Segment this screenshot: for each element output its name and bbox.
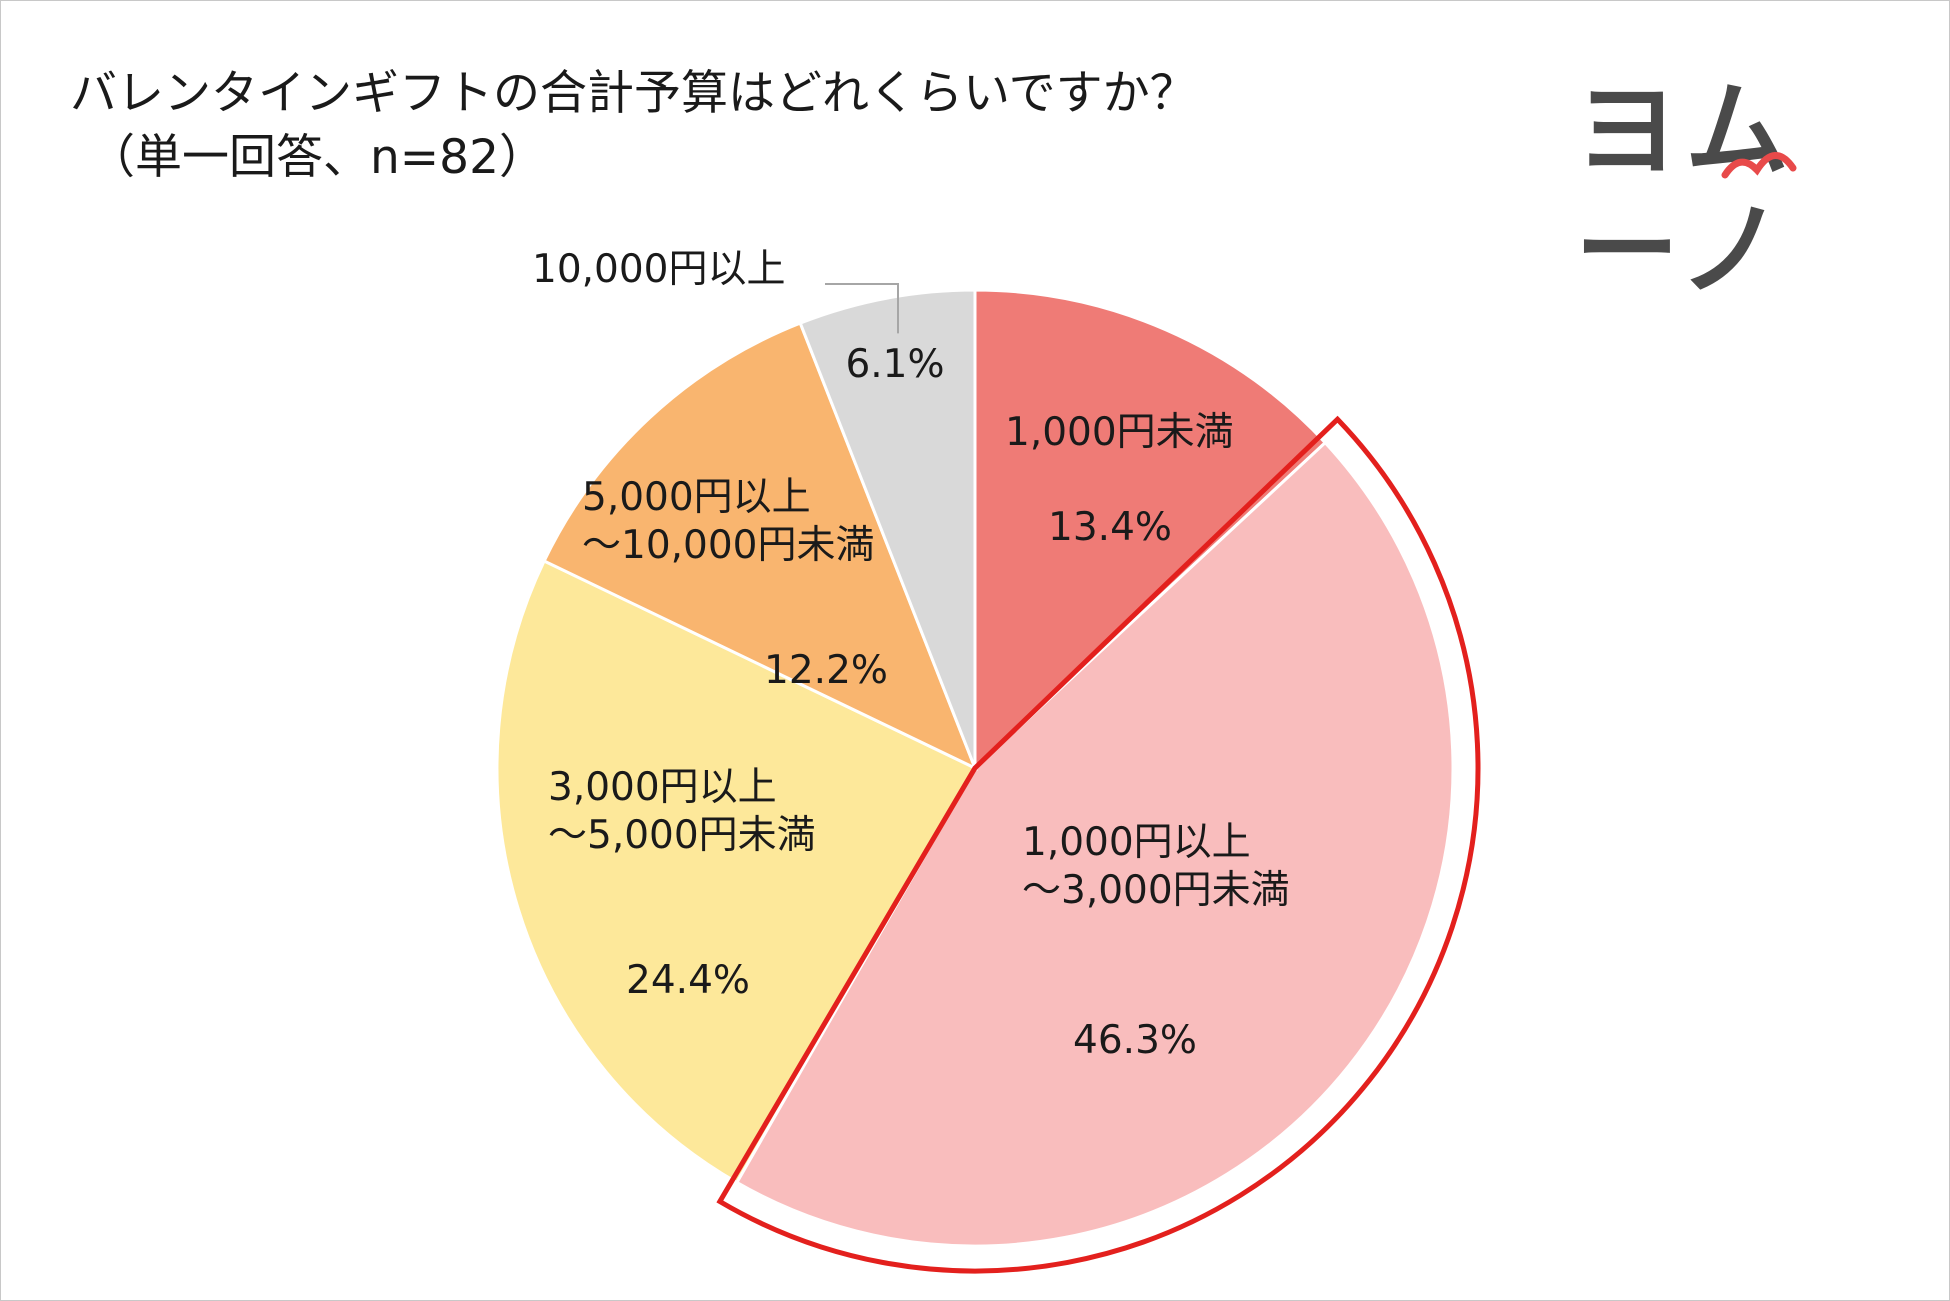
slice-label-line: 1,000円以上 bbox=[1022, 820, 1251, 865]
pie-slice-2 bbox=[734, 440, 1455, 1248]
slice-value-2: 46.3% bbox=[1073, 1018, 1197, 1063]
chart-title: バレンタインギフトの合計予算はどれくらいですか？ （単一回答、n=82） bbox=[70, 62, 1197, 190]
title-line-2: （単一回答、n=82） bbox=[88, 130, 546, 185]
slice-label-line: 5,000円以上 bbox=[582, 475, 811, 520]
pie-slice-3 bbox=[495, 558, 978, 1185]
slice-label-line: ～10,000円未満 bbox=[582, 523, 874, 568]
slice-label-line: 1,000円未満 bbox=[1005, 410, 1234, 455]
slice-value-1: 13.4% bbox=[1048, 505, 1172, 550]
brand-logo: ヨムーノ bbox=[1575, 70, 1875, 310]
slice-label-line: 10,000円以上 bbox=[532, 247, 785, 292]
slice-label-5: 10,000円以上 bbox=[532, 247, 785, 292]
title-line-1: バレンタインギフトの合計予算はどれくらいですか？ bbox=[70, 66, 1197, 121]
slice-label-1: 1,000円未満 bbox=[1005, 410, 1234, 455]
pie-slice-5 bbox=[798, 288, 977, 769]
slice-label-line: ～3,000円未満 bbox=[1022, 868, 1290, 913]
slice-label-2: 1,000円以上～3,000円未満 bbox=[1022, 820, 1290, 913]
highlight-outline bbox=[716, 415, 1481, 1274]
leader-line bbox=[825, 283, 899, 334]
pie-slice-4 bbox=[542, 321, 978, 772]
slice-value-5: 6.1% bbox=[845, 342, 944, 387]
slice-label-4: 5,000円以上～10,000円未満 bbox=[582, 475, 874, 568]
slice-label-line: ～5,000円未満 bbox=[548, 813, 816, 858]
logo-accent-icon bbox=[1721, 152, 1797, 179]
slice-value-4: 12.2% bbox=[764, 648, 888, 693]
slice-value-3: 24.4% bbox=[626, 958, 750, 1003]
pie-slice-1 bbox=[973, 288, 1328, 772]
slice-label-3: 3,000円以上～5,000円未満 bbox=[548, 765, 816, 858]
slice-label-line: 3,000円以上 bbox=[548, 765, 777, 810]
